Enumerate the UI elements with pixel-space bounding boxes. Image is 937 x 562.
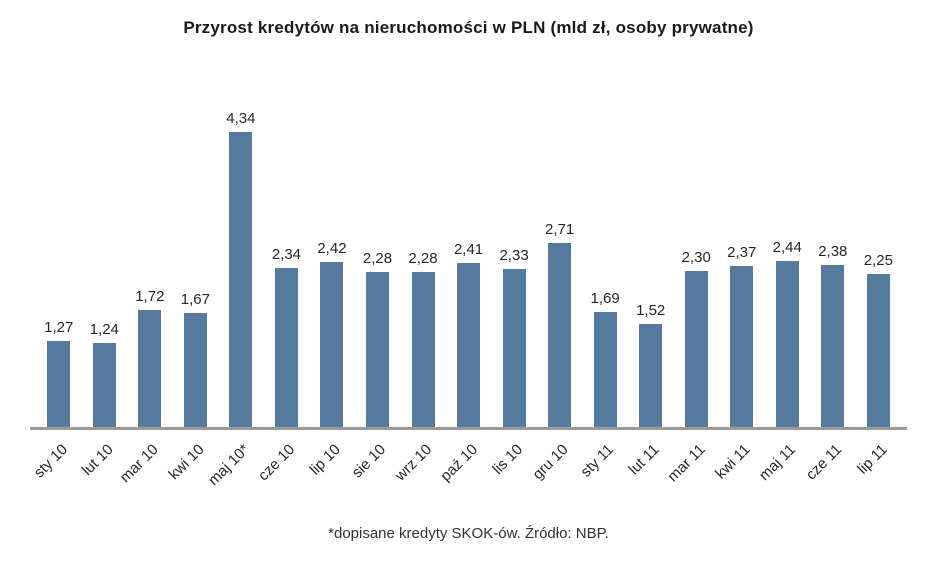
x-axis-label: lip 10 <box>306 441 344 479</box>
bar-value-label: 2,30 <box>681 249 711 266</box>
bar-column: 2,41 paź 10 <box>437 78 492 485</box>
bar <box>548 243 572 427</box>
bar <box>365 272 389 427</box>
x-axis-label: mar 10 <box>116 441 162 487</box>
x-axis-label: lut 10 <box>78 441 117 479</box>
bar-column: 2,30 mar 11 <box>664 78 719 485</box>
bar-value-label: 2,25 <box>863 252 893 269</box>
x-axis-label: sty 11 <box>577 441 618 481</box>
bar-column: 4,34 maj 10* <box>205 78 264 489</box>
x-axis-label: maj 10* <box>204 441 253 489</box>
bar <box>821 265 845 427</box>
bar-column: 1,52 lut 11 <box>626 78 674 478</box>
bar-value-label: 1,72 <box>135 288 165 305</box>
bar <box>457 263 481 427</box>
x-axis-label: cze 10 <box>255 441 299 485</box>
bar <box>730 266 754 427</box>
x-axis-label: lip 11 <box>853 441 891 478</box>
bar-value-label: 2,41 <box>453 241 484 258</box>
bar <box>639 324 663 427</box>
bar-value-label: 2,34 <box>271 246 302 263</box>
x-axis-label: kwi 10 <box>165 441 208 484</box>
x-axis-label: mar 11 <box>663 441 709 486</box>
bar-column: 2,71 gru 10 <box>530 78 583 483</box>
bar <box>47 341 71 427</box>
bar <box>775 261 799 427</box>
x-axis-label: wrz 10 <box>391 441 436 485</box>
x-axis-label: sie 10 <box>349 441 390 482</box>
bar-column: 2,42 lip 10 <box>307 78 355 478</box>
bar-value-label: 1,67 <box>180 291 210 308</box>
bar-column: 2,28 sie 10 <box>349 78 401 481</box>
bar-column: 2,44 maj 11 <box>756 78 811 484</box>
bar-value-label: 2,28 <box>362 250 393 267</box>
bar-value-label: 2,71 <box>545 221 575 238</box>
bar-value-label: 2,33 <box>499 247 529 264</box>
bar-value-label: 4,34 <box>226 110 256 127</box>
title-spacer <box>0 38 937 78</box>
bar-column: 2,37 kwi 11 <box>712 78 765 482</box>
bar <box>229 132 253 427</box>
bar-column: 1,69 sty 11 <box>578 78 628 481</box>
bar <box>92 343 116 427</box>
bar-value-label: 1,69 <box>590 290 620 307</box>
bar <box>183 313 207 427</box>
bar-column: 1,72 mar 10 <box>117 78 173 486</box>
bar-column: 2,38 cze 11 <box>802 78 856 483</box>
bar-chart-plot-area: 1,27 sty 10 1,24 lut 10 1,72 mar 10 1,67 kwi 10… <box>30 78 907 489</box>
bar-value-label: 2,44 <box>772 239 802 256</box>
bar-column: 2,25 lip 11 <box>854 78 902 478</box>
bar <box>274 268 298 427</box>
bar-column: 2,28 wrz 10 <box>392 78 446 484</box>
x-axis-label: paź 10 <box>436 441 481 485</box>
bar-value-label: 2,42 <box>317 240 347 257</box>
bar-column: 1,67 kwi 10 <box>165 78 219 483</box>
bar <box>138 310 162 427</box>
x-axis-label: lut 11 <box>625 441 663 479</box>
bar-column: 1,24 lut 10 <box>78 78 128 479</box>
bar-column: 1,27 sty 10 <box>30 78 82 481</box>
bar-value-label: 1,24 <box>89 321 119 338</box>
x-axis-label: lis 10 <box>489 441 527 478</box>
bar <box>684 271 708 427</box>
chart-title: Przyrost kredytów na nieruchomości w PLN… <box>183 18 754 37</box>
x-axis-label: maj 11 <box>756 441 800 485</box>
bar <box>411 272 435 427</box>
bar-column: 2,33 lis 10 <box>489 78 537 478</box>
bar <box>866 274 890 427</box>
bar <box>593 312 617 427</box>
x-axis-label: gru 10 <box>529 441 572 484</box>
x-axis-label: sty 10 <box>30 441 71 482</box>
bar-value-label: 2,38 <box>818 243 848 260</box>
chart-footnote: *dopisane kredyty SKOK-ów. Źródło: NBP. <box>328 525 609 542</box>
bar-value-label: 2,37 <box>727 244 757 261</box>
x-axis-label: cze 11 <box>802 441 845 484</box>
bar-value-label: 1,52 <box>636 302 666 319</box>
bar <box>320 262 344 427</box>
x-axis-label: kwi 11 <box>712 441 754 483</box>
bar-value-label: 2,28 <box>408 250 438 267</box>
bar <box>502 269 526 427</box>
bar-value-label: 1,27 <box>44 319 74 336</box>
bar-column: 2,34 cze 10 <box>255 78 310 484</box>
